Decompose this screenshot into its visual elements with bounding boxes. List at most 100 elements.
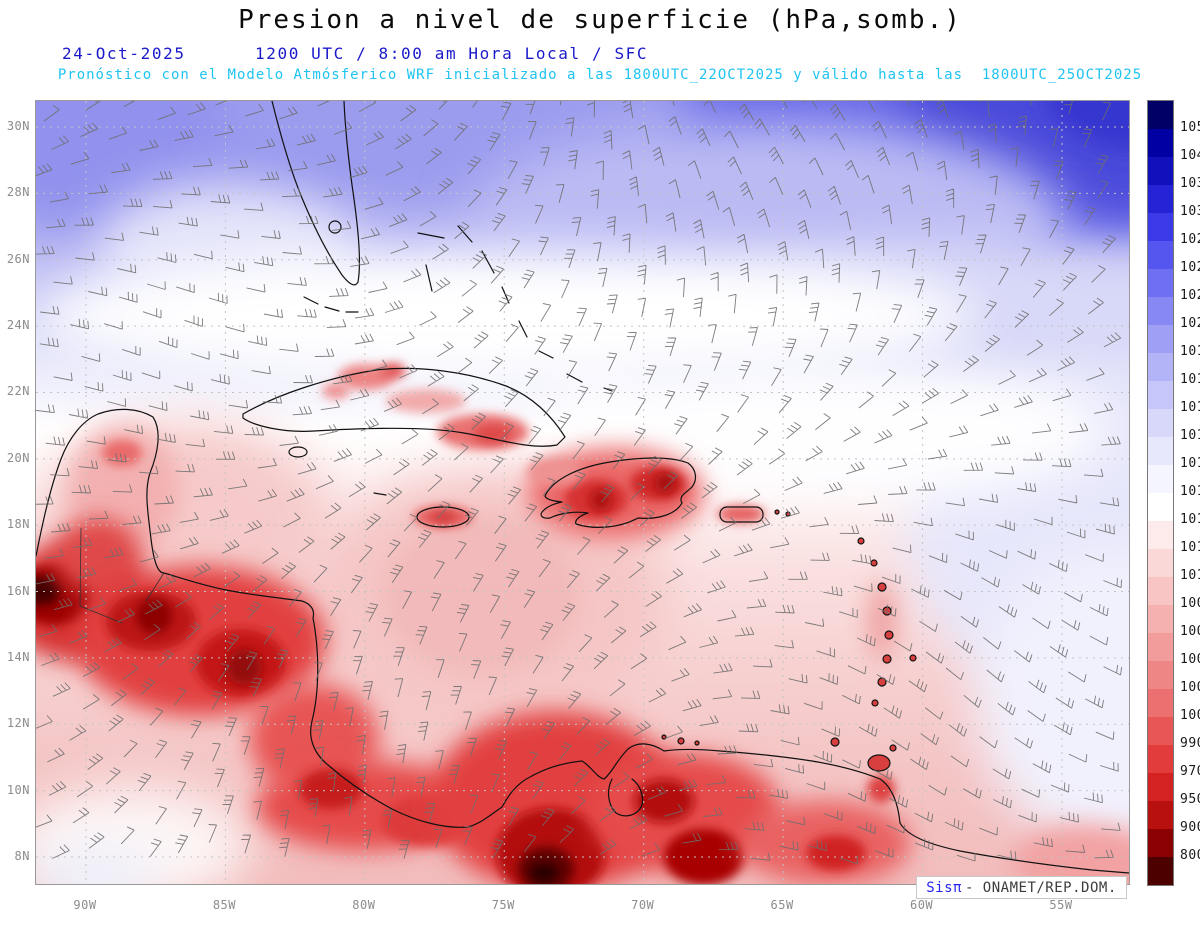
- lon-axis-label: 75W: [491, 898, 515, 912]
- lat-axis-label: 8N: [14, 848, 30, 863]
- colorbar-segment: [1148, 493, 1173, 521]
- map-area: [35, 100, 1130, 885]
- colorbar-label: 1050: [1180, 120, 1200, 135]
- brand-onamet: - ONAMET/REP.DOM.: [964, 879, 1117, 896]
- lat-axis-label: 12N: [6, 716, 30, 731]
- colorbar-segment: [1148, 661, 1173, 689]
- lat-axis-label: 28N: [6, 185, 30, 200]
- colorbar-segment: [1148, 829, 1173, 857]
- colorbar-segment: [1148, 353, 1173, 381]
- lat-axis-label: 26N: [6, 251, 30, 266]
- colorbar-segment: [1148, 465, 1173, 493]
- lat-axis-label: 10N: [6, 782, 30, 797]
- lat-axis-label: 20N: [6, 450, 30, 465]
- coast-florida: [271, 101, 361, 286]
- colorbar-label: 1016: [1180, 428, 1200, 443]
- colorbar-segment: [1148, 213, 1173, 241]
- page-title: Presion a nivel de superficie (hPa,somb.…: [238, 5, 962, 35]
- coast-bahamas: [417, 225, 613, 392]
- lat-axis-label: 14N: [6, 649, 30, 664]
- colorbar-label: 1018: [1180, 372, 1200, 387]
- colorbar-segment: [1148, 773, 1173, 801]
- pressure-map-canvas: [36, 101, 1129, 884]
- valid-time-line: 24-Oct-2025 1200 UTC / 8:00 am Hora Loca…: [0, 44, 1200, 64]
- forecast-description: Pronóstico con el Modelo Atmósferico WRF…: [57, 67, 1143, 83]
- colorbar-segment: [1148, 325, 1173, 353]
- colorbar-segment: [1148, 241, 1173, 269]
- colorbar-label: 1012: [1180, 540, 1200, 555]
- colorbar-segment: [1148, 269, 1173, 297]
- colorbar-segment: [1148, 381, 1173, 409]
- colorbar-label: 1025: [1180, 260, 1200, 275]
- lat-axis-label: 24N: [6, 318, 30, 333]
- colorbar-segment: [1148, 549, 1173, 577]
- country-borders: [79, 527, 165, 624]
- colorbar-segment: [1148, 689, 1173, 717]
- coast-mainland: [36, 408, 1129, 874]
- lon-axis-label: 70W: [631, 898, 655, 912]
- colorbar-label: 1013: [1180, 512, 1200, 527]
- coast-puerto-rico: [719, 506, 764, 523]
- colorbar-segment: [1148, 717, 1173, 745]
- pressure-shading-layer: [36, 101, 1129, 884]
- colorbar-label: 1030: [1180, 204, 1200, 219]
- colorbar-label: 1015: [1180, 456, 1200, 471]
- colorbar-label: 900: [1180, 820, 1200, 835]
- lat-axis-label: 30N: [6, 119, 30, 133]
- colorbar-label: 1008: [1180, 596, 1200, 611]
- lat-axis-label: 18N: [6, 517, 30, 532]
- lake-maracaibo: [607, 778, 644, 817]
- colorbar-segment: [1148, 857, 1173, 885]
- colorbar-label: 1035: [1180, 176, 1200, 191]
- wind-barbs-layer: [36, 101, 1123, 865]
- lon-axis-label: 85W: [212, 898, 237, 912]
- colorbar-label: 800: [1180, 848, 1200, 863]
- lon-axis-label: 80W: [352, 898, 376, 912]
- lon-axis-label: 60W: [909, 898, 934, 912]
- colorbar-segment: [1148, 521, 1173, 549]
- lon-axis-label: 65W: [770, 898, 794, 912]
- colorbar-segment: [1148, 745, 1173, 773]
- lat-axis-label: 22N: [6, 384, 30, 399]
- colorbar-label: 990: [1180, 736, 1200, 751]
- colorbar-segment: [1148, 801, 1173, 829]
- colorbar-label: 1020: [1180, 316, 1200, 331]
- colorbar-label: 1014: [1180, 484, 1200, 499]
- branding-label: Sisπ - ONAMET/REP.DOM.: [916, 876, 1127, 899]
- valid-date: 24-Oct-2025: [62, 44, 186, 63]
- colorbar-segment: [1148, 101, 1173, 129]
- coast-florida-keys: [303, 296, 359, 313]
- colorbar-label: 1028: [1180, 232, 1200, 247]
- colorbar-label: 1004: [1180, 652, 1200, 667]
- lat-axis-label: 16N: [6, 583, 30, 598]
- colorbar-segment: [1148, 297, 1173, 325]
- lon-axis-label: 90W: [73, 898, 97, 912]
- lon-axis-label: 55W: [1049, 898, 1073, 912]
- colorbar: [1147, 100, 1174, 886]
- colorbar-segment: [1148, 577, 1173, 605]
- colorbar-segment: [1148, 633, 1173, 661]
- colorbar-label: 1022: [1180, 288, 1200, 303]
- colorbar-segment: [1148, 409, 1173, 437]
- colorbar-label: 1019: [1180, 344, 1200, 359]
- colorbar-segment: [1148, 437, 1173, 465]
- colorbar-segment: [1148, 605, 1173, 633]
- colorbar-segment: [1148, 185, 1173, 213]
- colorbar-segment: [1148, 157, 1173, 185]
- coast-hispaniola: [540, 457, 697, 528]
- colorbar-label: 1006: [1180, 624, 1200, 639]
- colorbar-label: 1000: [1180, 708, 1200, 723]
- lake-okeechobee: [328, 220, 342, 234]
- valid-time: 1200 UTC / 8:00 am Hora Local / SFC: [255, 44, 649, 63]
- colorbar-label: 970: [1180, 764, 1200, 779]
- colorbar-label: 1017: [1180, 400, 1200, 415]
- isle-of-youth: [288, 446, 308, 458]
- colorbar-label: 1002: [1180, 680, 1200, 695]
- coast-cuba: [242, 367, 566, 447]
- brand-sis-logo: Sisπ: [926, 879, 962, 896]
- colorbar-segment: [1148, 129, 1173, 157]
- colorbar-label: 1040: [1180, 148, 1200, 163]
- cayman-islands: [373, 492, 387, 496]
- colorbar-label: 950: [1180, 792, 1200, 807]
